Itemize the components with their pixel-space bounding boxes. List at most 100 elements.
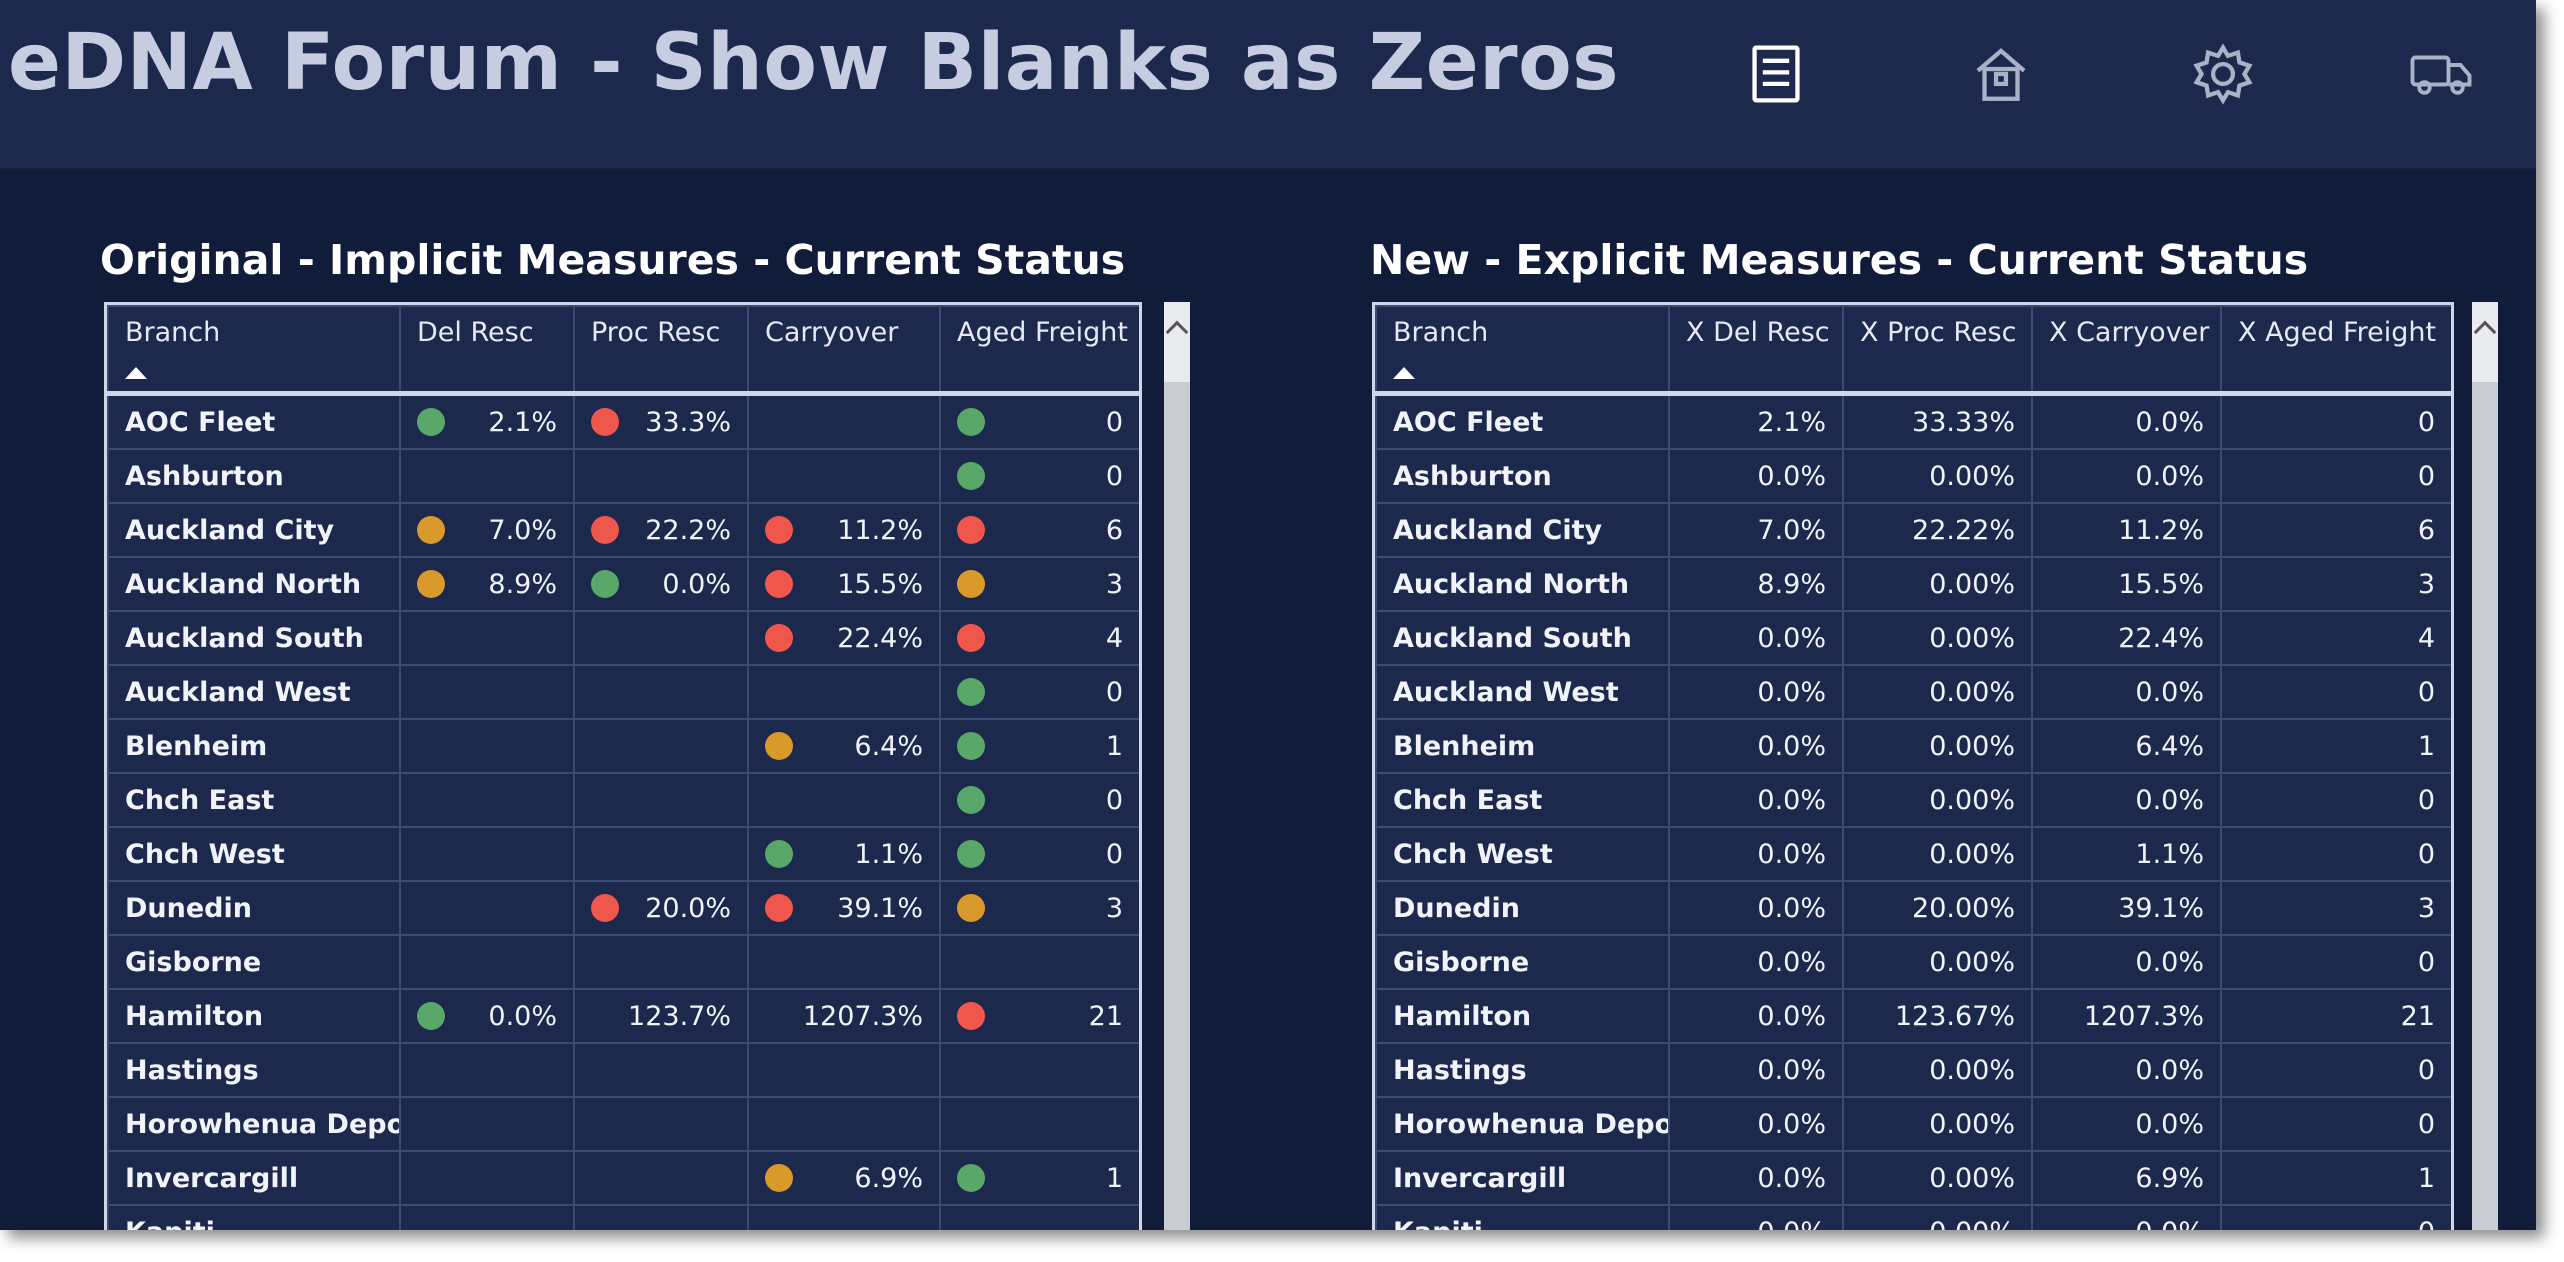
table-row[interactable]: Blenheim 6.4% 1 xyxy=(107,718,1139,774)
column-header-x-aged-freight[interactable]: X Aged Freight xyxy=(2220,305,2451,396)
scroll-thumb[interactable] xyxy=(1164,382,1190,1230)
aged-freight-content xyxy=(957,1056,1123,1084)
table-row[interactable]: Dunedin 20.0% 39.1% 3 xyxy=(107,880,1139,936)
del-resc-cell: 7.0% xyxy=(399,502,575,558)
proc-resc-value: 33.3% xyxy=(645,406,731,438)
branch-cell: Horowhenua Depot xyxy=(107,1096,401,1152)
table-row[interactable]: Blenheim 0.0% 0.00% 6.4% 1 xyxy=(1375,718,2451,774)
table-row[interactable]: Hastings xyxy=(107,1042,1139,1098)
del-resc-cell xyxy=(399,718,575,774)
column-header-carryover[interactable]: Carryover xyxy=(747,305,941,396)
x-carryover-cell: 0.0% xyxy=(2031,934,2222,990)
sort-ascending-icon[interactable] xyxy=(1393,367,1415,379)
left-table: Branch Del Resc Proc Resc Carryover Aged… xyxy=(104,302,1142,1230)
proc-resc-cell xyxy=(573,934,749,990)
proc-resc-content xyxy=(591,624,731,652)
carryover-content: 1207.3% xyxy=(765,1001,923,1032)
table-row[interactable]: Kapiti0.0%0.00%0.0%0 xyxy=(1375,1204,2451,1230)
status-none-icon xyxy=(417,462,445,490)
carryover-content xyxy=(765,1056,923,1084)
gear-icon[interactable] xyxy=(2187,38,2259,110)
truck-icon[interactable] xyxy=(2405,38,2477,110)
carryover-cell xyxy=(747,392,941,450)
aged-freight-value: 0 xyxy=(1105,406,1123,438)
table-row[interactable]: AOC Fleet 2.1% 33.33% 0.0% 0 xyxy=(1375,392,2451,450)
table-row[interactable]: Chch East 0.0% 0.00% 0.0% 0 xyxy=(1375,772,2451,828)
page-title: eDNA Forum - Show Blanks as Zeros xyxy=(8,18,1620,108)
proc-resc-content: 0.0% xyxy=(591,569,731,600)
column-header-branch[interactable]: Branch xyxy=(1375,305,1670,396)
scroll-thumb[interactable] xyxy=(2472,382,2498,1230)
proc-resc-content xyxy=(591,1056,731,1084)
scroll-up-icon[interactable] xyxy=(2473,320,2497,344)
status-none-icon xyxy=(765,1056,793,1084)
left-table-scrollbar[interactable] xyxy=(1164,302,1190,1230)
table-row[interactable]: Auckland North 8.9% 0.00% 15.5% 3 xyxy=(1375,556,2451,612)
table-row[interactable]: Invercargill 0.0% 0.00% 6.9% 1 xyxy=(1375,1150,2451,1206)
status-orange-icon xyxy=(417,516,445,544)
table-row[interactable]: Hastings 0.0% 0.00% 0.0% 0 xyxy=(1375,1042,2451,1098)
table-row[interactable]: Auckland North 8.9% 0.0% 15.5% 3 xyxy=(107,556,1139,612)
table-row[interactable]: Horowhenua Depot xyxy=(107,1096,1139,1152)
table-row[interactable]: Auckland West 0.0% 0.00% 0.0% 0 xyxy=(1375,664,2451,720)
table-row[interactable]: Invercargill 6.9% 1 xyxy=(107,1150,1139,1206)
x-carryover-cell: 6.4% xyxy=(2031,718,2222,774)
table-row[interactable]: Chch West 0.0% 0.00% 1.1% 0 xyxy=(1375,826,2451,882)
status-green-icon xyxy=(957,678,985,706)
proc-resc-cell xyxy=(573,1042,749,1098)
branch-cell: Chch West xyxy=(107,826,401,882)
table-row[interactable]: Auckland City 7.0% 22.22% 11.2% 6 xyxy=(1375,502,2451,558)
table-row[interactable]: Gisborne xyxy=(107,934,1139,990)
carryover-cell: 39.1% xyxy=(747,880,941,936)
table-row[interactable]: Gisborne 0.0% 0.00% 0.0% 0 xyxy=(1375,934,2451,990)
table-row[interactable]: Chch East 0 xyxy=(107,772,1139,828)
column-header-proc-resc[interactable]: Proc Resc xyxy=(573,305,749,396)
sort-ascending-icon[interactable] xyxy=(125,367,147,379)
column-header-branch[interactable]: Branch xyxy=(107,305,401,396)
scroll-up-icon[interactable] xyxy=(1165,320,1189,344)
proc-resc-cell xyxy=(573,448,749,504)
branch-cell: Ashburton xyxy=(107,448,401,504)
status-none-icon xyxy=(591,624,619,652)
table-row[interactable]: Kapiti xyxy=(107,1204,1139,1230)
status-none-icon xyxy=(417,1110,445,1138)
table-row[interactable]: Ashburton 0.0% 0.00% 0.0% 0 xyxy=(1375,448,2451,504)
table-row[interactable]: Auckland City 7.0% 22.2% 11.2% 6 xyxy=(107,502,1139,558)
table-row[interactable]: Horowhenua Depot 0.0% 0.00% 0.0% 0 xyxy=(1375,1096,2451,1152)
table-row[interactable]: Auckland South 0.0% 0.00% 22.4% 4 xyxy=(1375,610,2451,666)
aged-freight-content xyxy=(957,1110,1123,1138)
x-proc-resc-cell: 0.00% xyxy=(1842,610,2033,666)
right-table-scrollbar[interactable] xyxy=(2472,302,2498,1230)
aged-freight-value: 1 xyxy=(1105,1162,1123,1194)
aged-freight-content: 3 xyxy=(957,569,1123,600)
status-none-icon xyxy=(957,1110,985,1138)
table-row[interactable]: AOC Fleet 2.1% 33.3% 0 xyxy=(107,392,1139,450)
table-row[interactable]: Chch West 1.1% 0 xyxy=(107,826,1139,882)
status-none-icon xyxy=(591,1002,619,1030)
column-header-aged-freight[interactable]: Aged Freight xyxy=(939,305,1139,396)
table-row[interactable]: Ashburton 0 xyxy=(107,448,1139,504)
del-resc-content xyxy=(417,1110,557,1138)
del-resc-value: 0.0% xyxy=(488,1000,557,1032)
table-row[interactable]: Dunedin 0.0% 20.00% 39.1% 3 xyxy=(1375,880,2451,936)
x-del-resc-cell: 0.0% xyxy=(1668,1150,1844,1206)
carryover-value: 39.1% xyxy=(837,892,923,924)
table-row[interactable]: Hamilton 0.0% 123.67% 1207.3% 21 xyxy=(1375,988,2451,1044)
status-red-icon xyxy=(957,1002,985,1030)
del-resc-content xyxy=(417,624,557,652)
x-del-resc-cell: 0.0% xyxy=(1668,934,1844,990)
header-bar: eDNA Forum - Show Blanks as Zeros xyxy=(0,0,2536,170)
column-header-x-carryover[interactable]: X Carryover xyxy=(2031,305,2222,396)
del-resc-content: 2.1% xyxy=(417,407,557,438)
table-row[interactable]: Auckland South 22.4% 4 xyxy=(107,610,1139,666)
column-header-x-del-resc[interactable]: X Del Resc xyxy=(1668,305,1844,396)
home-icon[interactable] xyxy=(1965,38,2037,110)
report-icon[interactable] xyxy=(1740,38,1812,110)
branch-cell: Dunedin xyxy=(1375,880,1670,936)
column-header-del-resc[interactable]: Del Resc xyxy=(399,305,575,396)
table-row[interactable]: Hamilton 0.0% 123.7% 1207.3% 21 xyxy=(107,988,1139,1044)
x-del-resc-cell: 0.0% xyxy=(1668,448,1844,504)
table-row[interactable]: Auckland West 0 xyxy=(107,664,1139,720)
column-header-x-proc-resc[interactable]: X Proc Resc xyxy=(1842,305,2033,396)
proc-resc-cell xyxy=(573,1096,749,1152)
